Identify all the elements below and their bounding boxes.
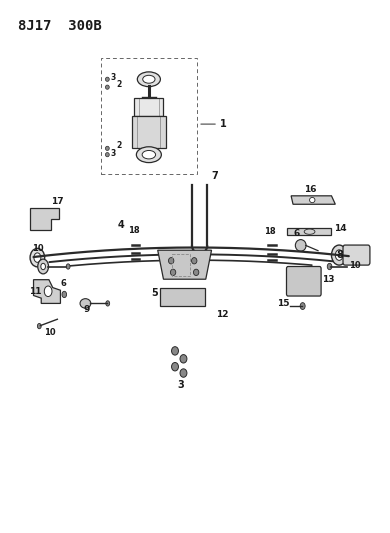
Ellipse shape [310, 197, 315, 203]
Ellipse shape [168, 257, 174, 264]
Text: 11: 11 [28, 287, 41, 296]
Polygon shape [158, 250, 211, 279]
Ellipse shape [142, 150, 156, 159]
Ellipse shape [335, 250, 343, 260]
Text: 7: 7 [211, 172, 218, 181]
Ellipse shape [105, 77, 109, 82]
Ellipse shape [136, 147, 161, 163]
Ellipse shape [193, 269, 199, 276]
Ellipse shape [44, 286, 52, 296]
FancyBboxPatch shape [131, 116, 166, 148]
Text: 1: 1 [220, 119, 227, 129]
Text: 18: 18 [264, 227, 276, 236]
Ellipse shape [41, 263, 46, 270]
Text: 2: 2 [116, 80, 122, 89]
Text: 14: 14 [334, 224, 347, 232]
Ellipse shape [180, 354, 187, 363]
Text: 8: 8 [337, 250, 343, 260]
Text: 18: 18 [128, 226, 139, 235]
Text: 8J17  300B: 8J17 300B [18, 19, 102, 33]
FancyBboxPatch shape [160, 288, 205, 306]
Text: 13: 13 [322, 276, 334, 284]
Ellipse shape [34, 253, 41, 262]
Text: 12: 12 [216, 310, 229, 319]
Ellipse shape [300, 303, 305, 310]
Polygon shape [34, 280, 60, 303]
Text: 2: 2 [116, 141, 122, 150]
Polygon shape [287, 228, 332, 236]
Text: 15: 15 [277, 299, 290, 308]
Polygon shape [30, 208, 58, 230]
Ellipse shape [105, 146, 109, 150]
Ellipse shape [62, 292, 67, 297]
FancyBboxPatch shape [287, 266, 321, 296]
Text: 3: 3 [110, 73, 116, 82]
Text: 4: 4 [118, 220, 125, 230]
Ellipse shape [30, 248, 45, 267]
Text: 16: 16 [304, 184, 317, 193]
Ellipse shape [327, 263, 332, 270]
Ellipse shape [304, 229, 315, 235]
Ellipse shape [332, 245, 347, 265]
Ellipse shape [143, 75, 155, 83]
Text: 5: 5 [151, 287, 158, 297]
Text: 17: 17 [51, 197, 64, 206]
Polygon shape [291, 196, 335, 204]
FancyBboxPatch shape [134, 98, 163, 116]
Ellipse shape [80, 298, 91, 308]
Ellipse shape [172, 346, 179, 355]
Ellipse shape [191, 257, 197, 264]
FancyBboxPatch shape [343, 245, 370, 265]
Ellipse shape [105, 152, 109, 157]
Ellipse shape [106, 301, 110, 306]
Text: 10: 10 [44, 328, 56, 337]
Text: 10: 10 [32, 244, 43, 253]
Ellipse shape [38, 259, 48, 274]
Text: 6: 6 [294, 229, 300, 238]
Ellipse shape [105, 85, 109, 90]
Ellipse shape [170, 269, 176, 276]
Ellipse shape [137, 72, 160, 87]
Text: 9: 9 [83, 305, 90, 314]
Text: 10: 10 [349, 261, 360, 270]
Text: 3: 3 [110, 149, 116, 158]
Ellipse shape [180, 369, 187, 377]
Text: 3: 3 [177, 380, 184, 390]
Ellipse shape [172, 362, 179, 371]
Text: 6: 6 [60, 279, 66, 288]
Ellipse shape [66, 264, 70, 269]
Ellipse shape [37, 324, 41, 329]
Ellipse shape [295, 240, 306, 251]
